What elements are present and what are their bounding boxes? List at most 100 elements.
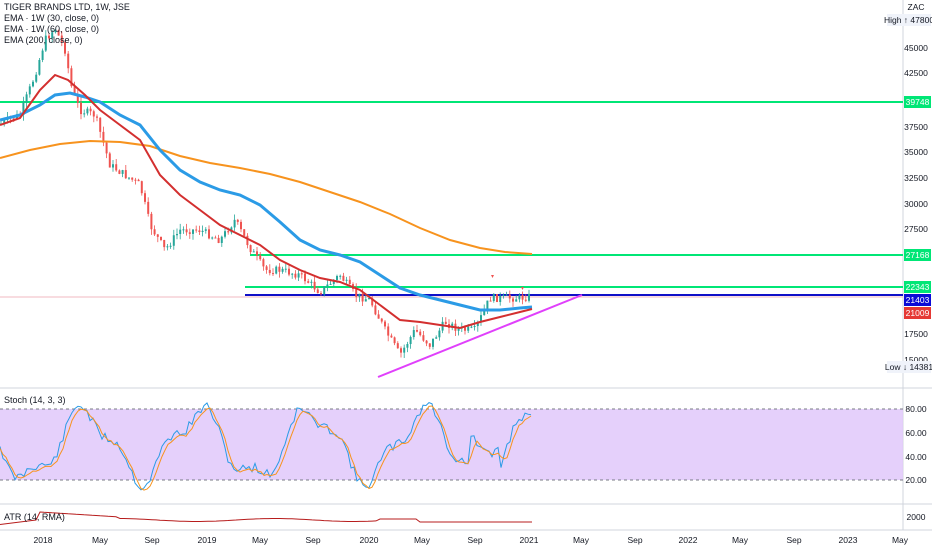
candle-body <box>115 164 118 171</box>
candle-body <box>336 276 338 280</box>
symbol-title[interactable]: TIGER BRANDS LTD, 1W, JSE <box>4 2 130 12</box>
candle-body <box>348 279 351 285</box>
price-tag-bg <box>904 281 931 293</box>
ema200-legend[interactable]: EMA (200, close, 0) <box>4 35 83 45</box>
atr-title[interactable]: ATR (14, RMA) <box>4 512 65 522</box>
price-tag-bg <box>904 307 931 319</box>
candle-body <box>371 298 374 306</box>
price-tag-bg <box>904 249 931 261</box>
candle-body <box>86 108 89 114</box>
atr-axis[interactable]: 2000 <box>907 512 926 522</box>
price-tags: 39748 27168 22343 21403 21009 <box>904 96 931 319</box>
candle-body <box>249 245 252 253</box>
ema30-line[interactable] <box>0 73 533 330</box>
candle-body <box>508 294 511 299</box>
candle-body <box>476 322 479 327</box>
candle-body <box>28 86 31 95</box>
candle-body <box>451 323 454 328</box>
candle-body <box>281 268 284 272</box>
candle-body <box>25 94 28 103</box>
candle-body <box>153 229 156 235</box>
candle-body <box>374 305 377 315</box>
ema200-line[interactable] <box>0 139 533 255</box>
price-tick-label: 45000 <box>904 43 928 53</box>
stoch-title[interactable]: Stoch (14, 3, 3) <box>4 395 66 405</box>
candle-body <box>492 294 495 301</box>
candle-body <box>294 273 297 278</box>
time-tick-label: 2020 <box>360 535 379 545</box>
candle-body <box>275 266 278 274</box>
candle-body <box>304 273 306 282</box>
candle-body <box>118 170 121 174</box>
candle-body <box>272 273 274 275</box>
candle-body <box>201 230 204 233</box>
candle-body <box>528 293 530 301</box>
time-tick-label: Sep <box>627 535 642 545</box>
candle-body <box>412 330 415 338</box>
price-tag-label: 21403 <box>906 295 930 305</box>
candle-body <box>425 340 428 344</box>
candle-body <box>393 337 396 344</box>
candle-body <box>390 335 393 338</box>
ema60-legend[interactable]: EMA · 1W (60, close, 0) <box>4 24 100 34</box>
time-tick-label: 2019 <box>198 535 217 545</box>
candle-body <box>300 273 303 275</box>
candle-body <box>204 229 207 231</box>
time-axis[interactable]: 2018 May Sep 2019 May Sep 2020 May Sep 2021 May Sep… <box>34 535 909 545</box>
candle-body <box>80 102 82 115</box>
candle-body <box>396 343 399 349</box>
low-label-bg <box>887 361 931 373</box>
candle-body <box>185 229 188 233</box>
candle-body <box>57 30 60 36</box>
time-tick-label: 2018 <box>34 535 53 545</box>
stoch-axis[interactable]: 80.00 60.00 40.00 20.00 <box>905 404 927 485</box>
candle-body <box>505 294 508 296</box>
candle-body <box>176 233 178 236</box>
candle-body <box>524 299 527 301</box>
candle-body <box>150 213 153 230</box>
candle-body <box>172 235 175 246</box>
stoch-tick-label: 60.00 <box>905 428 927 438</box>
candle-body <box>326 284 329 287</box>
candle-body <box>416 330 418 332</box>
price-tick-label: 30000 <box>904 199 928 209</box>
candle-body <box>364 299 367 302</box>
candle-body <box>246 235 249 246</box>
candle-body <box>102 131 105 143</box>
candle-body <box>355 289 358 297</box>
marker-arrow <box>491 275 494 278</box>
candle-body <box>44 35 47 51</box>
candle-body <box>499 295 502 302</box>
candle-body <box>345 279 348 281</box>
candle-body <box>60 35 63 43</box>
candle-body <box>480 315 482 323</box>
stoch-k-line[interactable] <box>0 402 532 491</box>
candle-body <box>438 330 441 338</box>
atr-line[interactable] <box>0 511 532 525</box>
candle-body <box>12 118 15 120</box>
candle-body <box>76 94 79 103</box>
candle-body <box>406 344 409 348</box>
candle-body <box>137 179 140 182</box>
ema60-line[interactable] <box>0 91 533 312</box>
candle-body <box>121 170 124 174</box>
candle-body <box>483 309 486 316</box>
candle-body <box>342 275 345 281</box>
price-tag-bg <box>904 96 931 108</box>
candle-body <box>259 255 262 260</box>
candle-body <box>409 337 412 345</box>
candle-body <box>166 246 169 248</box>
ema30-legend[interactable]: EMA · 1W (30, close, 0) <box>4 13 100 23</box>
price-tick-label: 42500 <box>904 68 928 78</box>
candle-body <box>217 237 220 243</box>
candle-body <box>268 269 271 274</box>
candle-body <box>124 170 127 179</box>
candle-body <box>384 321 386 327</box>
candle-body <box>473 326 476 328</box>
stoch-band <box>0 409 903 480</box>
price-axis[interactable]: 45000 42500 37500 35000 32500 30000 27500 17500… <box>904 43 928 365</box>
time-tick-label: 2022 <box>679 535 698 545</box>
stoch-d-line[interactable] <box>0 405 532 491</box>
trendline-support[interactable] <box>377 294 583 378</box>
